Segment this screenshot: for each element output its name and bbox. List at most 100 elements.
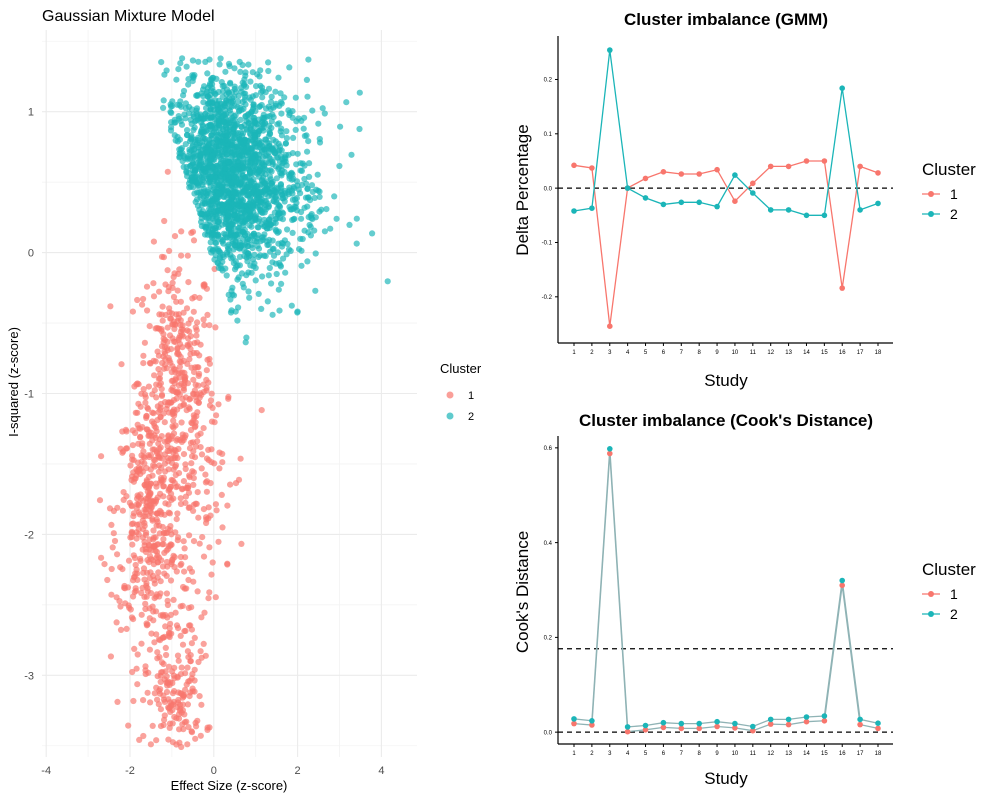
series-1-point bbox=[750, 727, 756, 734]
scatter-point-cluster-1 bbox=[172, 452, 179, 459]
scatter-point-cluster-1 bbox=[165, 509, 172, 516]
scatter-point-cluster-2 bbox=[207, 114, 214, 121]
scatter-point-cluster-2 bbox=[243, 334, 250, 341]
scatter-point-cluster-1 bbox=[201, 609, 208, 616]
scatter-point-cluster-2 bbox=[259, 273, 266, 280]
scatter-point-cluster-1 bbox=[146, 323, 153, 330]
scatter-point-cluster-2 bbox=[268, 93, 275, 100]
scatter-point-cluster-2 bbox=[255, 290, 262, 297]
scatter-point-cluster-1 bbox=[180, 538, 187, 545]
scatter-point-cluster-1 bbox=[155, 366, 162, 373]
scatter-point-cluster-1 bbox=[173, 437, 180, 444]
scatter-point-cluster-1 bbox=[168, 346, 175, 353]
scatter-point-cluster-1 bbox=[188, 364, 195, 371]
scatter-point-cluster-1 bbox=[113, 594, 120, 601]
series-2-point bbox=[732, 172, 738, 178]
scatter-point-cluster-2 bbox=[281, 94, 288, 101]
scatter-point-cluster-2 bbox=[268, 168, 275, 175]
scatter-point-cluster-2 bbox=[252, 215, 259, 223]
scatter-point-cluster-2 bbox=[286, 64, 293, 71]
scatter-point-cluster-2 bbox=[219, 251, 226, 258]
x-tick-label: 8 bbox=[698, 751, 702, 757]
scatter-point-cluster-1 bbox=[152, 434, 159, 441]
scatter-point-cluster-1 bbox=[215, 401, 222, 408]
scatter-point-cluster-1 bbox=[117, 564, 124, 571]
scatter-point-cluster-1 bbox=[140, 360, 147, 367]
series-2-point bbox=[785, 207, 792, 213]
scatter-point-cluster-2 bbox=[229, 200, 236, 207]
scatter-point-cluster-2 bbox=[278, 172, 285, 179]
scatter-point-cluster-1 bbox=[108, 591, 115, 598]
scatter-point-cluster-2 bbox=[246, 200, 253, 207]
scatter-point-cluster-1 bbox=[143, 283, 151, 290]
series-1-point bbox=[857, 721, 863, 728]
scatter-point-cluster-1 bbox=[98, 554, 105, 561]
cooks-imbalance-legend-key-2 bbox=[928, 611, 934, 617]
scatter-point-cluster-2 bbox=[316, 193, 323, 200]
scatter-point-cluster-1 bbox=[164, 443, 171, 450]
scatter-point-cluster-2 bbox=[266, 127, 273, 134]
scatter-point-cluster-2 bbox=[198, 223, 205, 230]
scatter-point-cluster-1 bbox=[200, 506, 207, 513]
scatter-point-cluster-1 bbox=[153, 631, 160, 638]
scatter-point-cluster-2 bbox=[217, 55, 224, 62]
scatter-point-cluster-2 bbox=[290, 216, 297, 223]
scatter-point-cluster-1 bbox=[170, 387, 177, 395]
scatter-point-cluster-2 bbox=[249, 146, 256, 153]
series-1-point bbox=[678, 725, 685, 732]
scatter-point-cluster-1 bbox=[134, 576, 141, 584]
scatter-point-cluster-2 bbox=[290, 205, 297, 212]
scatter-point-cluster-2 bbox=[195, 58, 202, 65]
scatter-point-cluster-2 bbox=[199, 189, 206, 196]
scatter-point-cluster-1 bbox=[119, 449, 126, 456]
scatter-point-cluster-1 bbox=[191, 293, 198, 301]
scatter-point-cluster-1 bbox=[200, 316, 207, 323]
scatter-point-cluster-2 bbox=[188, 106, 196, 113]
gmm-scatter-tick-labels: -4 -2 0 2 4 -3 -2 -1 0 1 bbox=[24, 107, 384, 777]
scatter-point-cluster-2 bbox=[201, 83, 208, 90]
scatter-point-cluster-2 bbox=[304, 203, 311, 210]
scatter-point-cluster-1 bbox=[207, 397, 215, 404]
scatter-point-cluster-2 bbox=[241, 164, 248, 172]
scatter-point-cluster-2 bbox=[224, 150, 231, 157]
scatter-point-cluster-1 bbox=[191, 387, 198, 394]
scatter-point-cluster-1 bbox=[166, 332, 174, 339]
scatter-point-cluster-1 bbox=[143, 413, 150, 420]
scatter-point-cluster-1 bbox=[144, 404, 151, 411]
scatter-point-cluster-2 bbox=[186, 184, 193, 191]
scatter-point-cluster-1 bbox=[129, 427, 136, 434]
scatter-point-cluster-1 bbox=[96, 497, 104, 504]
scatter-point-cluster-2 bbox=[221, 131, 228, 138]
series-2-point bbox=[839, 577, 845, 584]
scatter-point-cluster-2 bbox=[161, 71, 168, 78]
scatter-point-cluster-2 bbox=[252, 160, 259, 167]
series-2-point bbox=[678, 720, 685, 727]
scatter-point-cluster-1 bbox=[224, 502, 231, 509]
scatter-point-cluster-2 bbox=[268, 192, 275, 199]
scatter-point-cluster-2 bbox=[196, 157, 203, 164]
scatter-point-cluster-2 bbox=[229, 99, 236, 106]
scatter-point-cluster-1 bbox=[123, 625, 130, 633]
scatter-point-cluster-2 bbox=[257, 89, 265, 96]
scatter-point-cluster-1 bbox=[189, 228, 197, 235]
scatter-point-cluster-1 bbox=[193, 723, 200, 730]
scatter-point-cluster-1 bbox=[134, 681, 141, 688]
series-2-point bbox=[750, 190, 756, 196]
scatter-point-cluster-1 bbox=[126, 499, 133, 506]
scatter-point-cluster-1 bbox=[165, 284, 172, 291]
series-1-point bbox=[642, 175, 649, 182]
cooks-imbalance-y-axis-label: Cook's Distance bbox=[513, 531, 532, 653]
scatter-point-cluster-2 bbox=[233, 181, 240, 188]
scatter-point-cluster-1 bbox=[166, 486, 173, 493]
series-1-point bbox=[589, 722, 595, 728]
scatter-point-cluster-2 bbox=[201, 198, 208, 205]
scatter-point-cluster-1 bbox=[218, 491, 225, 498]
scatter-point-cluster-1 bbox=[175, 715, 183, 722]
scatter-point-cluster-2 bbox=[254, 235, 261, 242]
scatter-point-cluster-2 bbox=[298, 215, 305, 222]
scatter-point-cluster-1 bbox=[144, 689, 151, 696]
scatter-point-cluster-1 bbox=[137, 434, 144, 441]
scatter-point-cluster-2 bbox=[274, 249, 281, 256]
scatter-point-cluster-1 bbox=[141, 522, 148, 530]
